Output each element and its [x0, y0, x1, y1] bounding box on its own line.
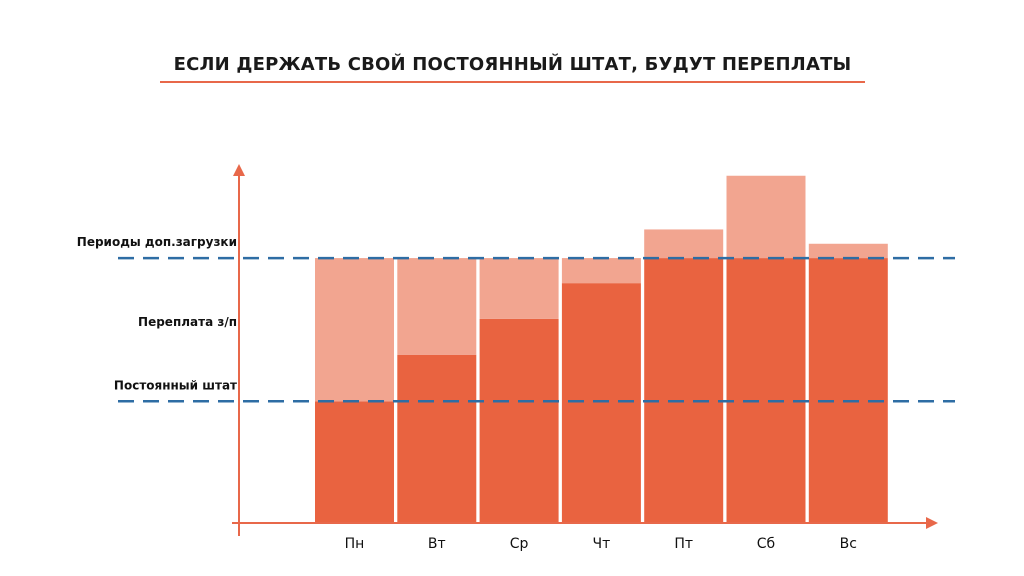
- bar-extra: [644, 229, 724, 259]
- chart-title: ЕСЛИ ДЕРЖАТЬ СВОЙ ПОСТОЯННЫЙ ШТАТ, БУДУТ…: [173, 54, 852, 75]
- bar-extra: [315, 258, 394, 402]
- x-tick-label: Вт: [428, 536, 446, 552]
- x-tick-label: Вс: [840, 536, 857, 552]
- x-tick-label: Чт: [593, 536, 611, 552]
- reference-line-label: Постоянный штат: [114, 378, 237, 392]
- y-axis-arrow-icon: [233, 164, 245, 176]
- x-axis-arrow-icon: [926, 517, 938, 529]
- bar-extra: [561, 258, 641, 284]
- bar-extra: [479, 258, 559, 319]
- reference-line-label: Периоды доп.загрузки: [77, 235, 237, 249]
- x-tick-label: Пн: [345, 536, 365, 552]
- bar-extra: [397, 258, 477, 355]
- bar-base: [726, 258, 806, 523]
- title-underline: [160, 81, 865, 83]
- x-tick-label: Сб: [757, 536, 775, 552]
- bar-base: [644, 258, 724, 523]
- x-tick-label: Пт: [674, 536, 693, 552]
- bar-extra: [808, 243, 888, 259]
- x-tick-label: Ср: [510, 536, 529, 552]
- bar-extra: [726, 175, 806, 259]
- bar-base: [561, 283, 641, 523]
- bar-base: [479, 318, 559, 523]
- bar-base: [808, 258, 888, 523]
- bar-base: [315, 401, 394, 523]
- bar-base: [397, 354, 477, 523]
- overpay-annotation: Переплата з/п: [138, 315, 237, 329]
